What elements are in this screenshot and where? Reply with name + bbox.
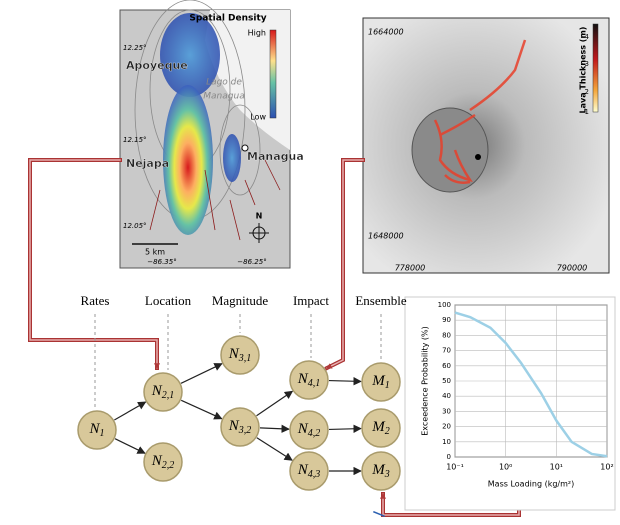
node-subscript: 2,1	[162, 390, 175, 401]
y-tick-label: 70	[442, 347, 451, 355]
y-axis-label: Exceedence Probability (%)	[421, 326, 430, 436]
y-tick-label: 10	[442, 438, 451, 446]
column-header: Magnitude	[212, 293, 269, 308]
node-subscript: 4,1	[308, 378, 321, 389]
y-tick-label: 0	[447, 453, 451, 461]
y-tick-label: 60	[442, 362, 451, 370]
place-label: Managua	[247, 150, 304, 163]
colorbar-tick: 1	[585, 108, 589, 116]
y-tick-label: 20	[442, 423, 451, 431]
colorbar-tick: 3	[585, 60, 589, 68]
y-tick-label: 100	[438, 301, 451, 309]
edge	[257, 438, 292, 460]
node-subscript: 3	[384, 469, 390, 480]
column-header: Location	[145, 293, 192, 308]
node-subscript: 1	[385, 380, 390, 391]
edge	[115, 439, 145, 454]
x-tick-label: 10⁰	[499, 463, 512, 472]
scale-label: 5 km	[145, 248, 165, 257]
node-subscript: 3,2	[238, 425, 252, 436]
legend-high: High	[248, 29, 266, 38]
easting: 778000	[395, 264, 426, 273]
place-label: Nejapa	[126, 157, 169, 170]
figure: Spatial Density High Low Apoyeque Nejapa Mana…	[0, 0, 620, 521]
northing: 1648000	[368, 232, 404, 241]
x-tick-label: 10¹	[550, 463, 563, 472]
colorbar-tick: 4	[585, 33, 590, 41]
x-tick-label: 10⁻¹	[446, 463, 464, 472]
lon-label: −86.35°	[147, 258, 176, 266]
edge	[260, 428, 289, 429]
y-tick-label: 30	[442, 407, 451, 415]
node-subscript: 4,3	[308, 469, 321, 480]
x-tick-label: 10²	[600, 463, 613, 472]
y-tick-label: 90	[442, 316, 451, 324]
node-subscript: 2	[385, 426, 390, 437]
lake-label: Managua	[203, 92, 244, 102]
lat-label: 12.25°	[123, 44, 147, 52]
edge	[114, 402, 145, 420]
y-tick-label: 80	[442, 331, 451, 339]
column-header: Ensemble	[355, 293, 406, 308]
edge	[257, 391, 293, 415]
x-axis-label: Mass Loading (kg/m²)	[488, 480, 574, 489]
northing: 1664000	[368, 28, 404, 37]
edge	[181, 364, 222, 384]
easting: 790000	[557, 264, 588, 273]
north-label: N	[256, 212, 263, 221]
edge	[181, 400, 222, 418]
place-label: Apoyeque	[126, 59, 188, 72]
lon-label: −86.25°	[237, 258, 266, 266]
y-tick-label: 40	[442, 392, 451, 400]
edge	[329, 381, 361, 382]
node-subscript: 2,2	[162, 460, 175, 471]
lat-label: 12.05°	[123, 222, 147, 230]
colorbar-tick: 2	[585, 88, 589, 96]
lat-label: 12.15°	[123, 136, 147, 144]
node-subscript: 3,1	[238, 353, 252, 364]
edge	[329, 429, 361, 430]
node-subscript: 4,2	[308, 428, 321, 439]
map-title: Spatial Density	[189, 14, 266, 24]
column-header: Rates	[81, 293, 110, 308]
node-subscript: 1	[100, 428, 105, 439]
column-header: Impact	[293, 293, 329, 308]
lake-label: Lago de	[206, 78, 242, 88]
y-tick-label: 50	[442, 377, 451, 385]
legend-low: Low	[250, 113, 266, 122]
